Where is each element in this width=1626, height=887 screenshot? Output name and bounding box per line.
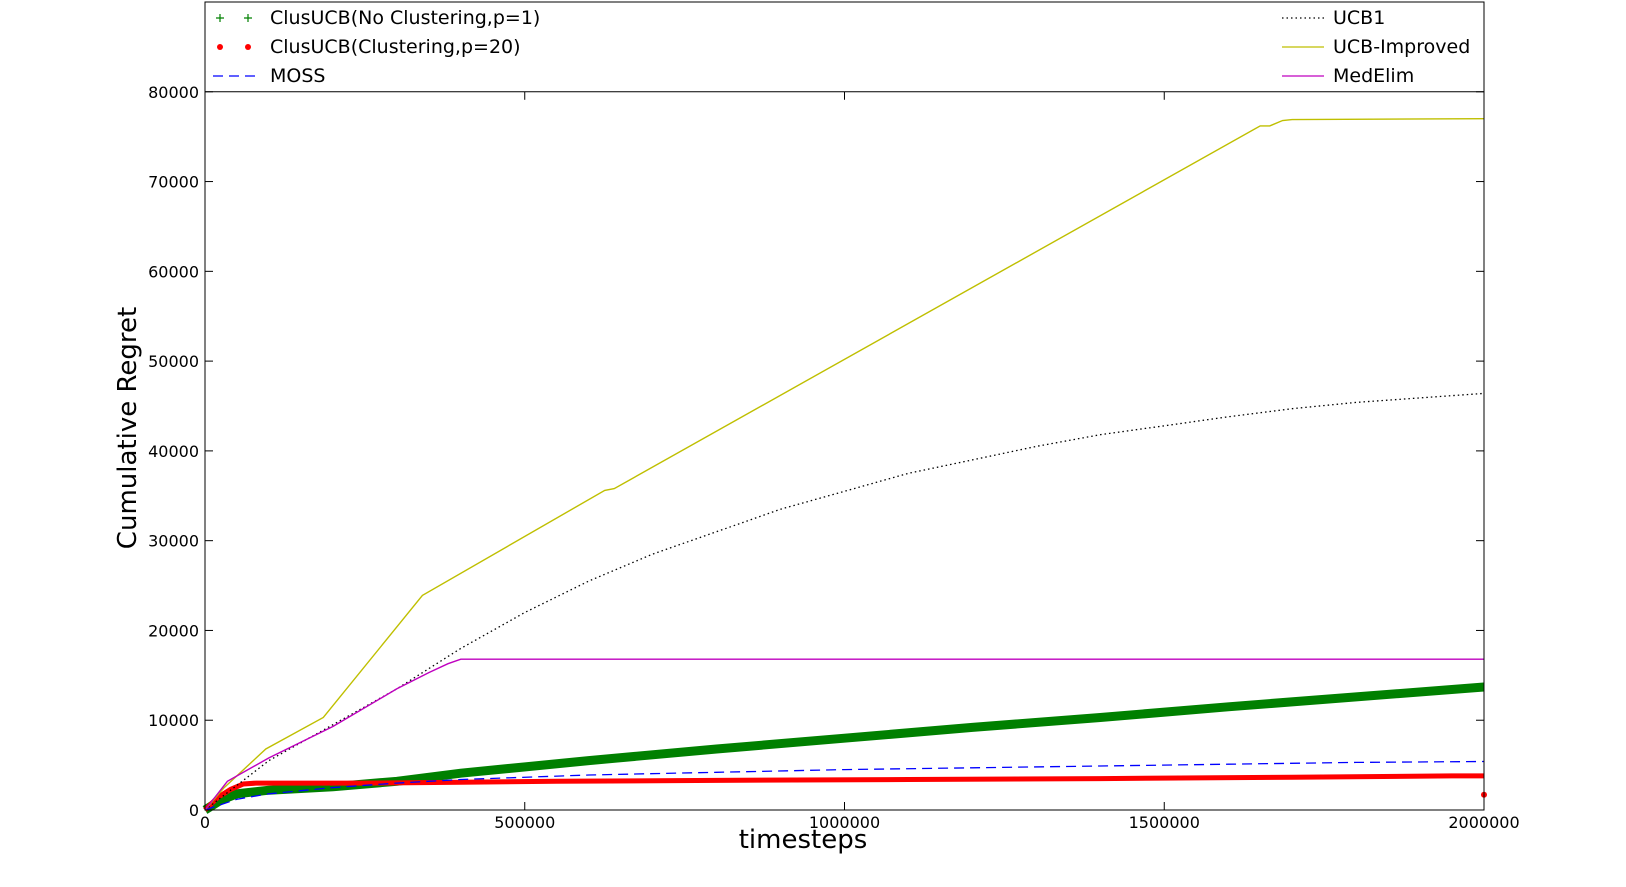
y-tick-label: 30000 — [148, 532, 199, 551]
legend-clusucb-no-clustering-p-1-label: ClusUCB(No Clustering,p=1) — [270, 7, 540, 29]
series-layer — [202, 118, 1487, 814]
y-tick-label: 50000 — [148, 352, 199, 371]
y-axis-label: Cumulative Regret — [113, 307, 143, 549]
y-tick-label: 60000 — [148, 262, 199, 281]
x-tick-label: 2000000 — [1448, 813, 1519, 832]
legend-ucb1-label: UCB1 — [1333, 7, 1385, 29]
legend-clusucb-clustering-p-20-label: ClusUCB(Clustering,p=20) — [270, 36, 521, 58]
y-ticks: 0 10000 20000 30000 40000 50000 60000 70000 8000… — [148, 83, 1484, 820]
y-tick-label: 10000 — [148, 711, 199, 730]
x-tick-label: 0 — [200, 813, 210, 832]
series-ucb1-line — [204, 392, 1485, 811]
x-tick-label: 1000000 — [809, 813, 880, 832]
x-tick-label: 1500000 — [1129, 813, 1200, 832]
x-ticks: 0 500000 1000000 1500000 2000000 — [200, 91, 1520, 832]
legend-ucb-improved-label: UCB-Improved — [1333, 36, 1470, 58]
series-moss-line — [204, 760, 1485, 811]
legend: ClusUCB(No Clustering,p=1) ClusUCB(Cluste… — [213, 7, 1470, 87]
y-tick-label: 80000 — [148, 83, 199, 102]
series-clusucb-no-clustering-p-1-line — [202, 682, 1485, 814]
y-tick-label: 20000 — [148, 621, 199, 640]
legend-moss-label: MOSS — [270, 65, 325, 87]
y-tick-label: 40000 — [148, 442, 199, 461]
series-medelim-line — [204, 658, 1484, 811]
x-axis-label: timesteps — [739, 825, 868, 855]
series-ucb-improved-line — [204, 118, 1485, 811]
y-tick-label: 0 — [189, 801, 199, 820]
legend-clusucb-clustering-p-20-marker — [217, 44, 223, 50]
legend-medelim-label: MedElim — [1333, 65, 1414, 87]
legend-clusucb-no-clustering-p-1-marker — [216, 14, 224, 22]
y-tick-label: 70000 — [148, 173, 199, 192]
legend-clusucb-clustering-p-20-marker — [245, 44, 251, 50]
x-tick-label: 500000 — [494, 813, 555, 832]
legend-clusucb-no-clustering-p-1-marker — [244, 14, 252, 22]
